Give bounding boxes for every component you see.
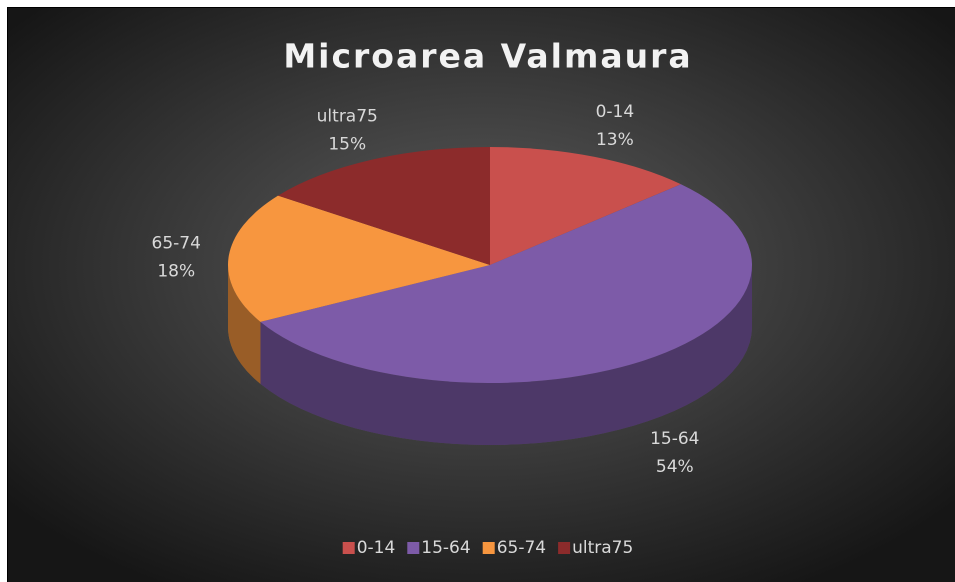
slice	[228, 195, 491, 322]
data-label-value: 15%	[328, 134, 366, 154]
data-label-category: 65-74	[152, 233, 201, 253]
data-label-value: 54%	[656, 457, 694, 477]
data-label-category: ultra75	[317, 106, 378, 126]
data-label-value: 18%	[157, 261, 195, 281]
slice-side-shade	[228, 265, 261, 384]
slice-side	[260, 265, 752, 445]
legend-label: 15-64	[421, 538, 470, 558]
slice	[260, 184, 752, 383]
data-label-category: 0-14	[596, 102, 635, 122]
slice	[490, 147, 681, 265]
data-label-category: 15-64	[650, 429, 699, 449]
legend-swatch	[407, 542, 420, 554]
slice	[278, 147, 490, 265]
legend-swatch	[558, 542, 571, 554]
legend-label: 0-14	[357, 538, 396, 558]
chart-title: Microarea Valmaura	[283, 37, 692, 76]
legend-label: ultra75	[572, 538, 633, 558]
slice-side-shade	[260, 265, 752, 445]
slice-side	[228, 265, 261, 384]
legend-swatch	[482, 542, 495, 554]
chart: Microarea Valmaura 0-14 13% 15-64 54% 65-74 1…	[8, 8, 955, 582]
legend-swatch	[342, 542, 355, 554]
data-label-value: 13%	[596, 130, 634, 150]
chart-frame: Microarea Valmaura 0-14 13% 15-64 54% 65-74 1…	[7, 7, 955, 582]
legend-label: 65-74	[497, 538, 546, 558]
